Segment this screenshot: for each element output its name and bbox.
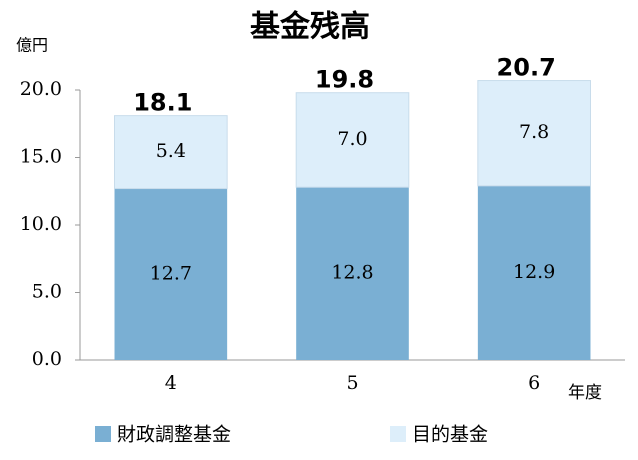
value-label: 12.9 [513,261,555,283]
legend-swatch [95,426,111,442]
chart-title: 基金残高 [250,10,370,45]
bar-segment [114,115,228,190]
bar-segment [296,187,409,360]
x-tick-label: 6 [528,372,540,394]
bar-segment [477,185,591,360]
value-label: 12.8 [331,262,373,284]
x-tick-label: 5 [346,372,358,394]
y-tick-label: 5.0 [32,281,62,303]
y-tick-label: 20.0 [20,78,62,100]
y-tick-label: 15.0 [20,146,62,168]
value-label: 5.4 [156,140,186,162]
bar-segment [477,80,591,187]
value-label: 7.8 [519,121,549,143]
value-label: 7.0 [337,128,367,150]
legend-label: 目的基金 [412,424,488,446]
x-tick-label: 4 [165,372,177,394]
total-label: 18.1 [133,89,192,117]
bar-segment [114,188,228,360]
total-label: 20.7 [497,54,556,82]
y-tick-label: 0.0 [32,348,62,370]
bar-segment [295,92,410,188]
x-axis-label: 年度 [568,383,602,403]
value-label: 12.7 [150,262,192,284]
total-label: 19.8 [315,66,374,94]
legend-swatch [390,426,406,442]
y-tick-label: 10.0 [20,213,62,235]
y-axis-label: 億円 [16,36,48,55]
legend-label: 財政調整基金 [117,424,231,446]
